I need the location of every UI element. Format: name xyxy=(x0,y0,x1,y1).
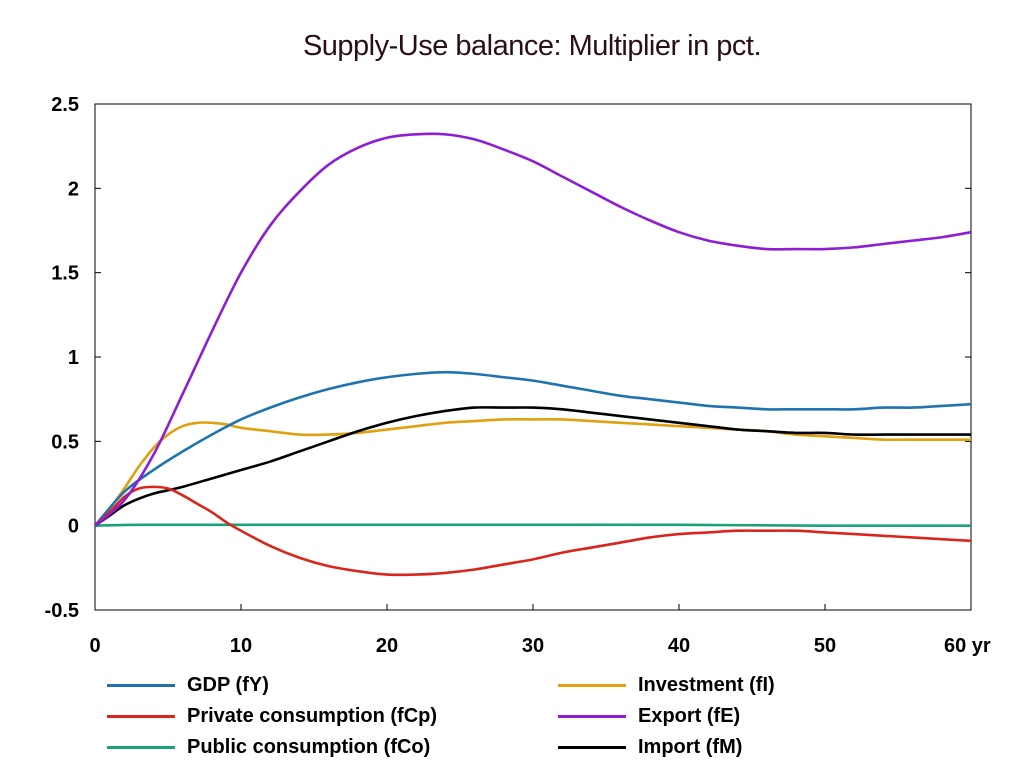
x-tick-label: 0 xyxy=(89,635,100,657)
y-tick-label: 2.5 xyxy=(51,94,79,116)
chart-title: Supply-Use balance: Multiplier in pct. xyxy=(302,30,762,62)
series-line-import-fm xyxy=(94,406,971,527)
x-tick-label: 10 xyxy=(230,635,252,657)
y-tick-label: -0.5 xyxy=(45,600,79,622)
y-tick-label: 1 xyxy=(68,347,79,369)
y-tick-label: 1.5 xyxy=(51,263,79,285)
series-line-export-fe xyxy=(94,132,972,527)
series-line-investment-fi xyxy=(94,417,971,527)
x-tick-label: 20 xyxy=(376,635,398,657)
x-tick-label: 30 xyxy=(522,635,544,657)
x-tick-label: 40 xyxy=(668,635,690,657)
series-line-private-consumption-fcp xyxy=(94,485,972,577)
y-tick-label: 0.5 xyxy=(51,431,79,453)
y-tick-label: 2 xyxy=(68,178,79,200)
y-tick-label: 0 xyxy=(68,516,79,538)
x-tick-label: 60 yr xyxy=(944,635,991,657)
x-tick-label: 50 xyxy=(814,635,836,657)
series-line-gdp-fy xyxy=(94,370,972,527)
series-line-public-consumption-fco xyxy=(94,523,972,528)
